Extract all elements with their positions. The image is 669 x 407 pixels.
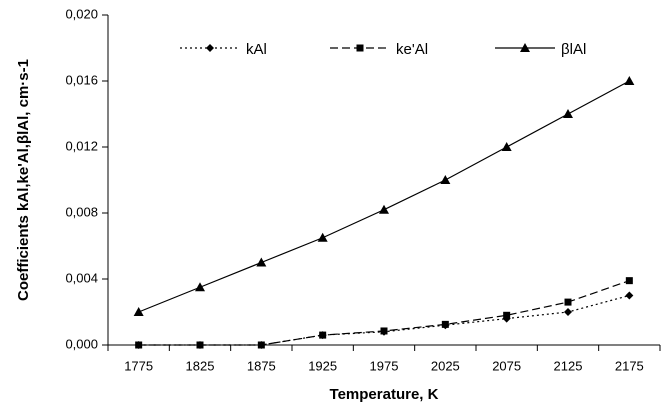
marker — [625, 291, 634, 300]
x-tick-label: 1975 — [370, 358, 399, 373]
marker — [195, 282, 205, 292]
x-tick-label: 1875 — [247, 358, 276, 373]
legend-label: kAl — [246, 41, 267, 58]
x-tick-label: 1775 — [124, 358, 153, 373]
marker — [135, 341, 143, 349]
y-tick-label: 0,012 — [65, 138, 98, 153]
x-tick-label: 1825 — [186, 358, 215, 373]
marker — [379, 204, 389, 214]
marker — [503, 311, 511, 319]
legend-label: ke'Al — [396, 41, 428, 58]
x-axis-title: Temperature, K — [330, 386, 439, 403]
x-tick-label: 1925 — [308, 358, 337, 373]
y-tick-label: 0,008 — [65, 204, 98, 219]
marker — [625, 277, 633, 285]
legend-label: βlAl — [561, 41, 586, 58]
marker — [501, 142, 512, 151]
x-tick-label: 2175 — [615, 358, 644, 373]
marker — [317, 232, 328, 242]
marker — [133, 307, 144, 316]
y-tick-label: 0,020 — [65, 6, 98, 21]
y-tick-label: 0,000 — [65, 336, 98, 351]
y-tick-label: 0,016 — [65, 72, 98, 87]
x-tick-label: 2025 — [431, 358, 460, 373]
marker — [356, 44, 364, 52]
marker — [206, 44, 214, 52]
marker — [441, 320, 449, 328]
marker — [196, 341, 204, 349]
y-axis-title: Coefficients kAl,ke'Al,βlAl, cm·s-1 — [15, 59, 32, 301]
marker — [440, 175, 451, 184]
x-tick-label: 2075 — [492, 358, 521, 373]
series-line — [138, 294, 630, 346]
marker — [624, 76, 635, 85]
marker — [563, 109, 573, 118]
marker — [257, 341, 265, 349]
marker — [380, 327, 388, 335]
marker — [564, 298, 572, 306]
marker — [256, 257, 267, 267]
y-tick-label: 0,004 — [65, 270, 98, 285]
marker — [564, 308, 572, 316]
series-line — [138, 80, 630, 313]
marker — [520, 43, 530, 52]
x-tick-label: 2125 — [554, 358, 583, 373]
marker — [319, 331, 327, 339]
